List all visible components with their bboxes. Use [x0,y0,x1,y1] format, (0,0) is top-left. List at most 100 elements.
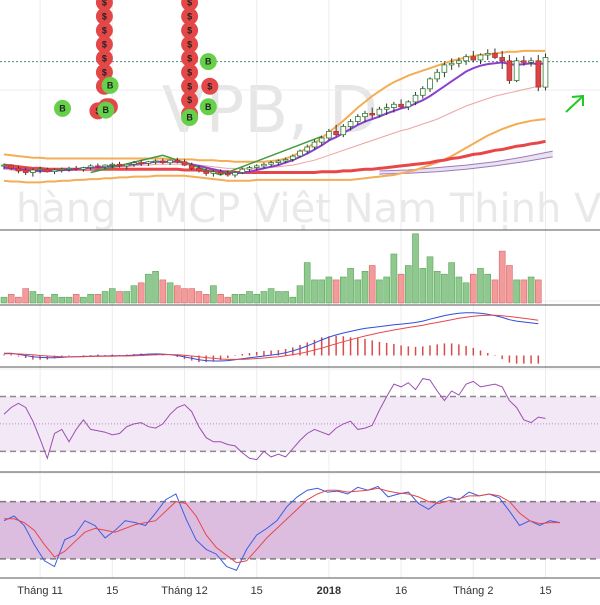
volume-bar [51,293,58,304]
volume-bar [339,276,347,304]
volume-bar [412,233,419,304]
volume-bar [29,291,37,304]
volume-bar [145,273,152,304]
trend-arrow-shaft [565,96,583,113]
x-tick-label: 16 [395,585,407,597]
volume-bar [246,291,253,304]
volume-bar [361,270,369,304]
candle-down [73,167,80,170]
sell-signal-marker [181,63,199,81]
volume-bar [267,288,275,304]
candle-down [470,56,477,61]
volume-bar [0,296,8,304]
x-tick-label: 15 [251,585,263,597]
candle-up [427,78,433,90]
volume-bar [433,270,441,304]
volume-bar [87,293,94,304]
x-tick-label: Tháng 12 [161,585,207,597]
candle-down [521,60,527,63]
candle-up [528,60,534,63]
candle-up [123,163,130,167]
volume-bar [303,262,311,304]
candle-down [217,171,224,174]
sell-signal-label: $ [102,53,107,63]
volume-bar [195,291,203,304]
candle-up [297,150,303,157]
volume-bar [137,282,145,304]
candle-up [275,160,282,164]
candle-down [196,167,202,172]
buy-signal-marker [54,99,71,117]
volume-bar [43,296,51,304]
candle-up [441,64,448,73]
volume-bar [58,296,66,304]
candle-up [66,167,72,170]
volume-bar [22,288,30,304]
sell-signal-marker [95,0,113,11]
candle-down [535,60,542,88]
sell-signal-marker [181,49,199,67]
volume-bar [15,296,22,304]
candle-down [499,57,505,62]
candle-up [232,172,238,176]
volume-bar [253,293,260,304]
volume-bar [325,276,333,304]
candle-up [383,107,390,110]
sell-signal-label: $ [187,81,192,91]
candle-down [181,161,188,166]
candle-up [37,168,43,171]
ichimoku-span-b [379,156,553,175]
volume-bar [217,293,224,304]
candle-down [44,168,51,173]
sell-signal-marker [201,77,219,95]
volume-bar [469,273,477,304]
volume-bar [65,296,73,304]
trend-arrow-head [571,94,584,106]
candle-down [15,167,22,172]
sell-signal-label: $ [102,25,107,35]
candle-up [542,57,549,88]
candle-down [116,163,123,167]
buy-signal-marker [97,101,115,119]
rsi-pane [0,378,600,461]
candle-up [152,160,159,163]
macd-signal-line [4,314,539,360]
candle-up [354,116,361,122]
sell-signal-label: $ [187,11,192,21]
candle-up [513,60,520,81]
bollinger-lower [3,118,546,184]
candle-up [59,168,65,171]
sell-signal-label: $ [187,53,192,63]
x-tick-label: 15 [106,585,118,597]
sell-signal-marker [95,7,113,25]
volume-bar [260,291,268,304]
volume-bar [36,293,44,304]
candle-down [22,169,29,173]
candle-down [333,130,339,136]
candle-up [131,162,137,165]
volume-bar [441,273,448,304]
volume-bar [347,268,354,304]
candle-down [95,165,101,168]
sell-signal-marker [181,21,199,39]
candle-up [246,167,253,170]
sell-signal-label: $ [187,67,192,77]
stoch-k-line [3,485,561,572]
x-tick-label: 2018 [317,585,341,597]
candle-down [188,164,195,169]
candle-up [30,169,36,173]
candle-up [51,169,58,173]
sell-signal-marker [95,35,113,53]
sell-signal-label: $ [187,39,192,49]
ichimoku-span-a [379,150,553,172]
candle-up [145,161,152,164]
sell-signal-label: $ [102,39,107,49]
sell-signal-label: $ [102,0,107,8]
sell-signal-label: $ [187,0,192,8]
volume-bar [181,288,188,304]
stoch-d-line [4,487,560,564]
candle-up [311,141,318,148]
volume-bar [159,279,167,304]
